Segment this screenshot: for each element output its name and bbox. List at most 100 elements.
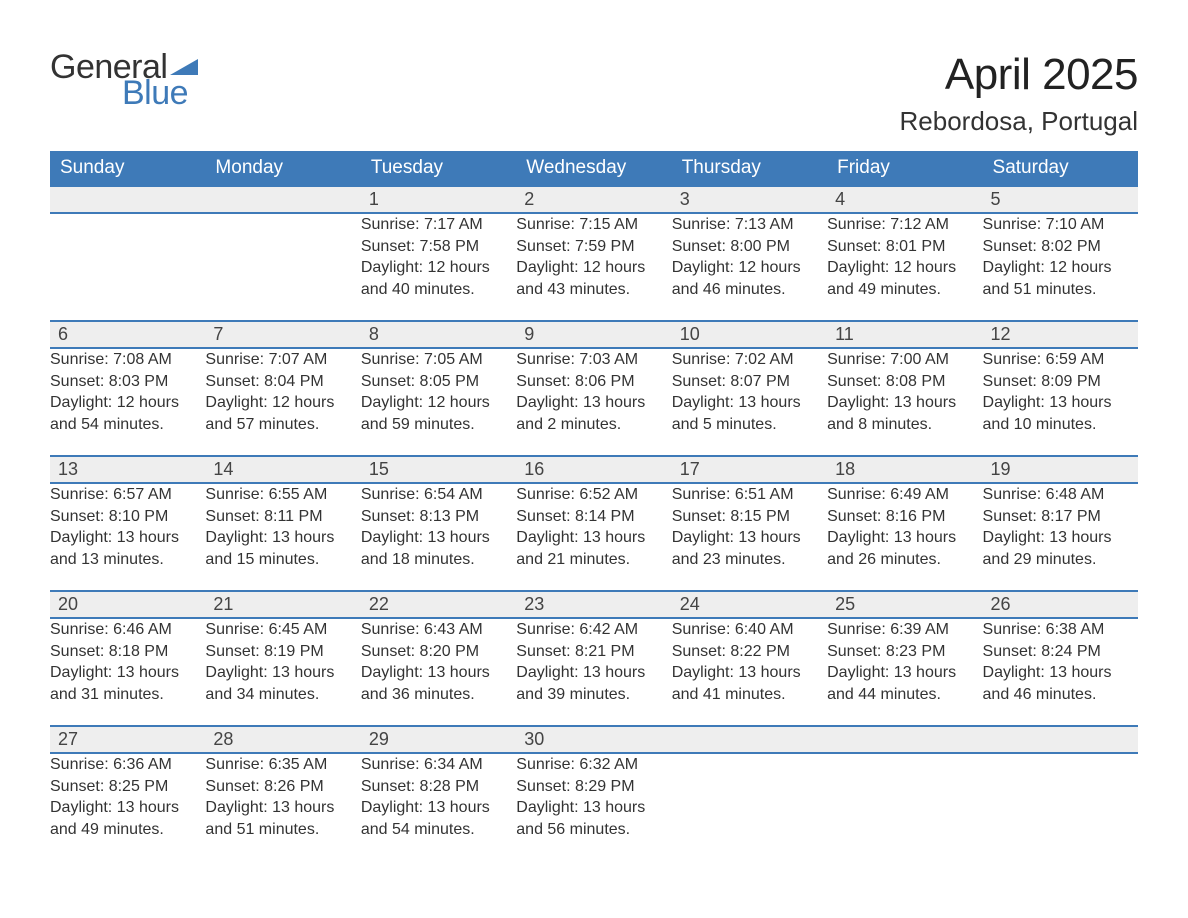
day-number xyxy=(205,187,360,211)
day-number-cell: 11 xyxy=(827,321,982,348)
day-number-cell: 6 xyxy=(50,321,205,348)
day-number: 24 xyxy=(672,592,827,617)
sunset-text: Sunset: 8:00 PM xyxy=(672,236,827,258)
day-number-cell: 15 xyxy=(361,456,516,483)
day-number-cell: 5 xyxy=(983,186,1138,213)
day-number-cell: 4 xyxy=(827,186,982,213)
day-detail-cell xyxy=(672,753,827,861)
day-detail-row: Sunrise: 6:46 AMSunset: 8:18 PMDaylight:… xyxy=(50,618,1138,726)
day-detail-cell: Sunrise: 6:38 AMSunset: 8:24 PMDaylight:… xyxy=(983,618,1138,726)
day-detail-cell xyxy=(827,753,982,861)
sunset-text: Sunset: 8:11 PM xyxy=(205,506,360,528)
sunrise-text: Sunrise: 6:40 AM xyxy=(672,619,827,641)
sunset-text: Sunset: 8:21 PM xyxy=(516,641,671,663)
sunrise-text: Sunrise: 6:52 AM xyxy=(516,484,671,506)
sunrise-text: Sunrise: 6:51 AM xyxy=(672,484,827,506)
day-number-cell xyxy=(672,726,827,753)
daylight-text: Daylight: 13 hours and 15 minutes. xyxy=(205,527,360,570)
daylight-text: Daylight: 13 hours and 10 minutes. xyxy=(983,392,1138,435)
day-number-row: 12345 xyxy=(50,186,1138,213)
sunset-text: Sunset: 8:07 PM xyxy=(672,371,827,393)
sunrise-text: Sunrise: 6:46 AM xyxy=(50,619,205,641)
day-number-cell xyxy=(50,186,205,213)
sunrise-text: Sunrise: 7:03 AM xyxy=(516,349,671,371)
day-detail-cell xyxy=(983,753,1138,861)
day-number xyxy=(50,187,205,211)
day-detail-cell: Sunrise: 7:07 AMSunset: 8:04 PMDaylight:… xyxy=(205,348,360,456)
day-detail-cell: Sunrise: 7:00 AMSunset: 8:08 PMDaylight:… xyxy=(827,348,982,456)
sunset-text: Sunset: 8:28 PM xyxy=(361,776,516,798)
sunrise-text: Sunrise: 6:49 AM xyxy=(827,484,982,506)
day-detail-cell: Sunrise: 6:54 AMSunset: 8:13 PMDaylight:… xyxy=(361,483,516,591)
sunrise-text: Sunrise: 6:42 AM xyxy=(516,619,671,641)
day-detail-cell: Sunrise: 6:45 AMSunset: 8:19 PMDaylight:… xyxy=(205,618,360,726)
day-detail-cell: Sunrise: 7:17 AMSunset: 7:58 PMDaylight:… xyxy=(361,213,516,321)
weekday-header-row: Sunday Monday Tuesday Wednesday Thursday… xyxy=(50,151,1138,186)
calendar-body: 12345Sunrise: 7:17 AMSunset: 7:58 PMDayl… xyxy=(50,186,1138,861)
daylight-text: Daylight: 13 hours and 23 minutes. xyxy=(672,527,827,570)
sunset-text: Sunset: 8:22 PM xyxy=(672,641,827,663)
title-block: April 2025 Rebordosa, Portugal xyxy=(900,50,1138,137)
day-number: 27 xyxy=(50,727,205,752)
daylight-text: Daylight: 12 hours and 49 minutes. xyxy=(827,257,982,300)
daylight-text: Daylight: 12 hours and 46 minutes. xyxy=(672,257,827,300)
day-number: 16 xyxy=(516,457,671,482)
sunset-text: Sunset: 8:19 PM xyxy=(205,641,360,663)
day-detail-cell: Sunrise: 7:12 AMSunset: 8:01 PMDaylight:… xyxy=(827,213,982,321)
day-detail-cell: Sunrise: 7:08 AMSunset: 8:03 PMDaylight:… xyxy=(50,348,205,456)
weekday-header: Wednesday xyxy=(516,151,671,186)
day-number-cell: 16 xyxy=(516,456,671,483)
sunrise-text: Sunrise: 6:35 AM xyxy=(205,754,360,776)
day-number-cell: 2 xyxy=(516,186,671,213)
day-detail-cell: Sunrise: 6:57 AMSunset: 8:10 PMDaylight:… xyxy=(50,483,205,591)
sunrise-text: Sunrise: 6:57 AM xyxy=(50,484,205,506)
day-number-cell: 27 xyxy=(50,726,205,753)
day-number-cell: 25 xyxy=(827,591,982,618)
daylight-text: Daylight: 13 hours and 49 minutes. xyxy=(50,797,205,840)
sunrise-text: Sunrise: 6:34 AM xyxy=(361,754,516,776)
day-detail-cell: Sunrise: 7:02 AMSunset: 8:07 PMDaylight:… xyxy=(672,348,827,456)
day-detail-row: Sunrise: 7:17 AMSunset: 7:58 PMDaylight:… xyxy=(50,213,1138,321)
day-number: 4 xyxy=(827,187,982,212)
day-number: 13 xyxy=(50,457,205,482)
daylight-text: Daylight: 13 hours and 21 minutes. xyxy=(516,527,671,570)
sunset-text: Sunset: 8:02 PM xyxy=(983,236,1138,258)
sunrise-text: Sunrise: 7:12 AM xyxy=(827,214,982,236)
weekday-header: Monday xyxy=(205,151,360,186)
day-number: 8 xyxy=(361,322,516,347)
day-number-cell: 20 xyxy=(50,591,205,618)
sunrise-text: Sunrise: 6:59 AM xyxy=(983,349,1138,371)
day-detail-cell: Sunrise: 7:15 AMSunset: 7:59 PMDaylight:… xyxy=(516,213,671,321)
sunrise-text: Sunrise: 6:45 AM xyxy=(205,619,360,641)
sunset-text: Sunset: 8:23 PM xyxy=(827,641,982,663)
day-number: 20 xyxy=(50,592,205,617)
day-detail-cell: Sunrise: 6:42 AMSunset: 8:21 PMDaylight:… xyxy=(516,618,671,726)
sunset-text: Sunset: 8:08 PM xyxy=(827,371,982,393)
day-number: 26 xyxy=(983,592,1138,617)
daylight-text: Daylight: 13 hours and 13 minutes. xyxy=(50,527,205,570)
daylight-text: Daylight: 13 hours and 44 minutes. xyxy=(827,662,982,705)
day-number: 12 xyxy=(983,322,1138,347)
day-detail-row: Sunrise: 7:08 AMSunset: 8:03 PMDaylight:… xyxy=(50,348,1138,456)
sunset-text: Sunset: 8:01 PM xyxy=(827,236,982,258)
brand-logo: General Blue xyxy=(50,50,204,110)
daylight-text: Daylight: 13 hours and 18 minutes. xyxy=(361,527,516,570)
day-number: 28 xyxy=(205,727,360,752)
day-number-cell: 7 xyxy=(205,321,360,348)
sunset-text: Sunset: 8:26 PM xyxy=(205,776,360,798)
day-number-cell xyxy=(205,186,360,213)
daylight-text: Daylight: 13 hours and 2 minutes. xyxy=(516,392,671,435)
sunset-text: Sunset: 8:10 PM xyxy=(50,506,205,528)
brand-word-2: Blue xyxy=(122,76,204,110)
sunrise-text: Sunrise: 7:10 AM xyxy=(983,214,1138,236)
day-number xyxy=(672,727,827,751)
header: General Blue April 2025 Rebordosa, Portu… xyxy=(50,50,1138,137)
day-number: 18 xyxy=(827,457,982,482)
day-number-cell: 3 xyxy=(672,186,827,213)
weekday-header: Friday xyxy=(827,151,982,186)
daylight-text: Daylight: 12 hours and 59 minutes. xyxy=(361,392,516,435)
day-number-cell: 23 xyxy=(516,591,671,618)
sunset-text: Sunset: 8:29 PM xyxy=(516,776,671,798)
sunrise-text: Sunrise: 6:55 AM xyxy=(205,484,360,506)
sunset-text: Sunset: 8:20 PM xyxy=(361,641,516,663)
